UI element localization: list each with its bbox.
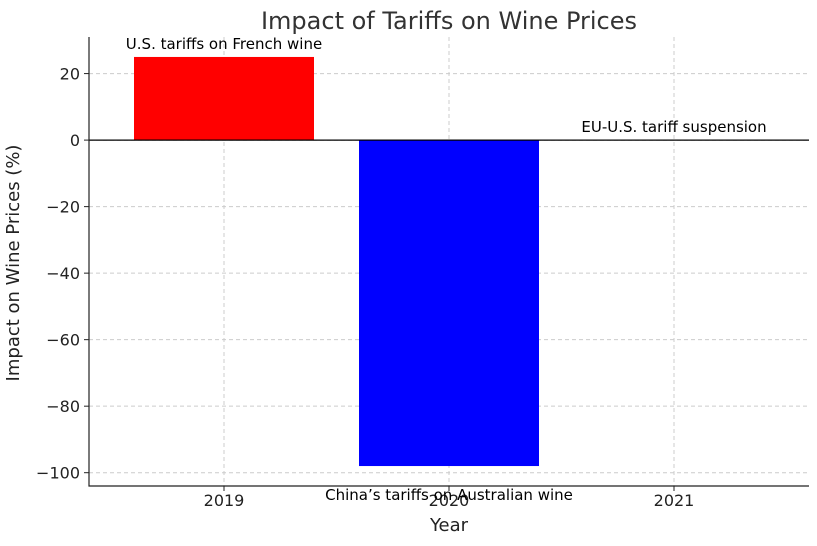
- y-tick-label: −80: [46, 397, 80, 416]
- annotation-2021: EU-U.S. tariff suspension: [581, 118, 766, 136]
- x-tick-label: 2020: [429, 491, 470, 510]
- y-tick-label: −100: [36, 464, 80, 483]
- annotation-2019: U.S. tariffs on French wine: [126, 35, 322, 53]
- annotations: U.S. tariffs on French wine China’s tarif…: [126, 35, 767, 504]
- y-tick-label: 20: [60, 65, 80, 84]
- annotation-2020: China’s tariffs on Australian wine: [325, 486, 573, 504]
- axes: [88, 37, 809, 487]
- y-tick-label: −20: [46, 198, 80, 217]
- x-tick-label: 2021: [654, 491, 695, 510]
- chart-title: Impact of Tariffs on Wine Prices: [261, 7, 637, 35]
- axis-spines: [88, 37, 809, 487]
- bar-2019: [134, 56, 314, 141]
- bars: [134, 56, 539, 467]
- y-tick-label: −40: [46, 264, 80, 283]
- x-axis-label: Year: [429, 515, 469, 536]
- x-tick-label: 2019: [204, 491, 245, 510]
- y-axis-label: Impact on Wine Prices (%): [3, 145, 24, 382]
- y-tick-label: −60: [46, 331, 80, 350]
- bar-2020: [359, 140, 539, 467]
- y-tick-label: 0: [70, 131, 80, 150]
- ticks: 20 0 −20 −40 −60 −80 −100 2019 2020 2021: [36, 65, 694, 510]
